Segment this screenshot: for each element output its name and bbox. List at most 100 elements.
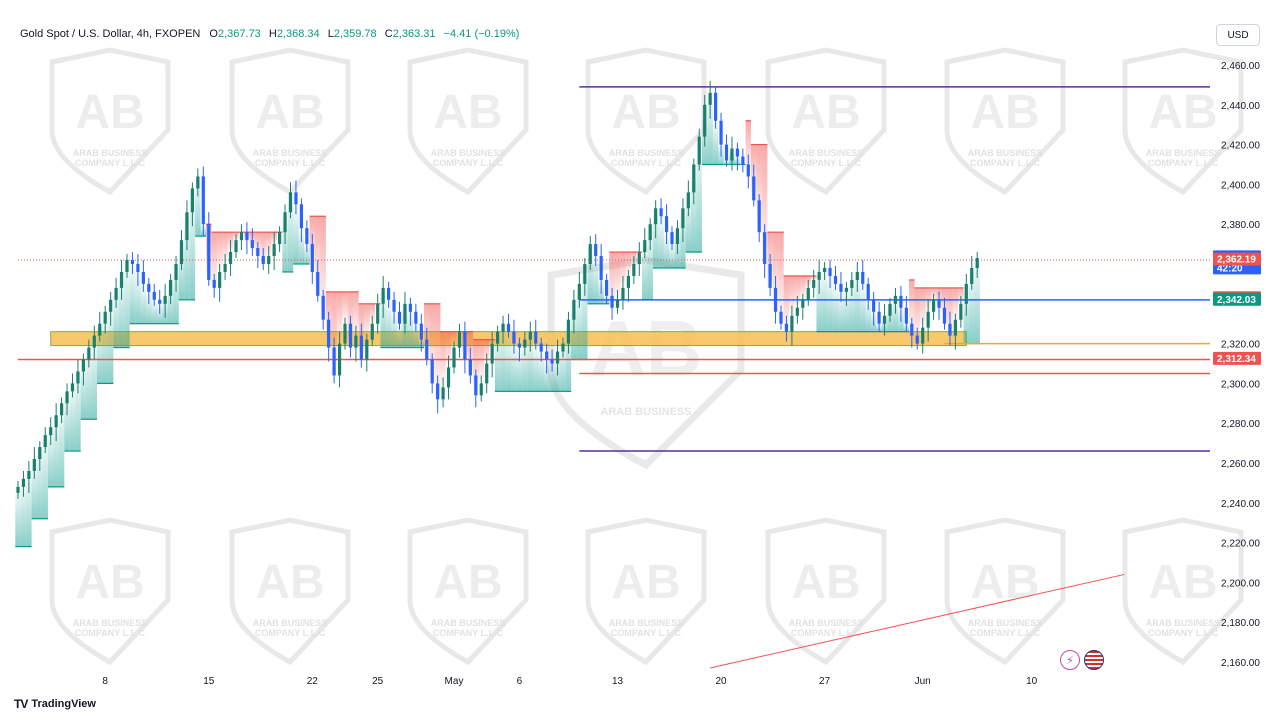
candle [915, 327, 919, 350]
candle-body [882, 315, 887, 324]
candle-body [648, 224, 652, 241]
candle-body [185, 212, 189, 241]
candle [850, 271, 854, 296]
candle [354, 325, 358, 362]
candle [659, 198, 663, 225]
candle [288, 182, 293, 219]
candle-body [512, 331, 516, 344]
watermark-monogram: AB [75, 86, 144, 139]
candle [457, 323, 462, 358]
trailing-stop-fill [473, 339, 479, 396]
currency-selector[interactable]: USD [1216, 24, 1260, 46]
tradingview-brand[interactable]: TV TradingView [14, 697, 96, 711]
candle [964, 273, 968, 316]
candle-body [49, 427, 53, 436]
candle [65, 383, 69, 416]
watermark-subname: COMPANY L.L.C [75, 628, 146, 638]
trailing-stop-fill [91, 335, 98, 420]
candle-body [861, 271, 865, 284]
candle [109, 291, 113, 326]
trailing-stop-fill [511, 343, 517, 392]
candle [43, 427, 47, 454]
candle [714, 86, 718, 129]
trailing-stop-fill [102, 311, 108, 384]
trailing-stop-fill [969, 267, 975, 344]
candle-body [605, 279, 609, 296]
trailing-stop-fill [434, 303, 441, 400]
candle [179, 230, 184, 270]
trailing-stop-fill [353, 291, 359, 336]
x-tick-label: Jun [915, 676, 931, 687]
trailing-stop-fill [494, 331, 501, 392]
candle-body [158, 299, 162, 304]
trailing-stop-fill [342, 291, 348, 324]
candle-body [201, 176, 205, 225]
candle [664, 204, 669, 245]
candle [147, 277, 151, 304]
trailing-stop-fill [849, 279, 855, 332]
candle [784, 315, 789, 342]
trailing-stop-fill [625, 252, 632, 276]
watermark-shield [49, 517, 171, 666]
candle-body [267, 256, 271, 264]
y-tick-label: 2,160.00 [1221, 658, 1260, 669]
candle [768, 254, 772, 296]
trailing-stop-fill [478, 339, 484, 384]
candle [872, 291, 876, 326]
trailing-stop-fill [135, 271, 141, 324]
trailing-stop-fill [745, 120, 752, 177]
candle-body [305, 228, 309, 245]
trailing-stop-fill [184, 212, 190, 300]
y-tick-label: 2,420.00 [1221, 141, 1260, 152]
watermark-name: ARAB BUSINESS [253, 148, 328, 158]
trailing-stop-fill [543, 359, 550, 392]
candle [539, 337, 543, 362]
candle [670, 226, 674, 251]
trailing-stop-fill [151, 299, 157, 324]
watermark-monogram: AB [791, 86, 860, 139]
candle-body [283, 212, 287, 233]
candle [517, 337, 521, 362]
trailing-stop-fill [385, 299, 392, 348]
candle [310, 234, 314, 284]
candle [163, 283, 167, 318]
trailing-stop-fill [691, 164, 697, 253]
candle [893, 287, 898, 314]
candle-body [348, 323, 353, 348]
candle [605, 273, 609, 304]
watermark-name: ARAB BUSINESS [789, 148, 864, 158]
us-flag-icon[interactable] [1084, 650, 1104, 670]
candle-body [506, 323, 511, 332]
low-label: L [327, 28, 334, 40]
candle-body [779, 311, 783, 324]
candle-body [899, 295, 903, 308]
candle-body [866, 283, 870, 300]
candle-body [626, 275, 630, 288]
trailing-stop-fill [391, 311, 397, 348]
lightning-icon[interactable]: ⚡ [1060, 650, 1080, 670]
candle-body [376, 303, 380, 324]
trailing-stop-fill [761, 144, 768, 264]
candle-body [441, 387, 445, 400]
candle-body [719, 120, 723, 145]
candle [414, 303, 418, 332]
candle-body [288, 192, 293, 213]
trailing-stop-fill [413, 323, 419, 348]
candle-body [539, 343, 543, 352]
candle-body [81, 359, 85, 372]
candle-body [403, 303, 407, 324]
trailing-stop-fill [756, 144, 762, 233]
candle-body [501, 323, 505, 332]
x-tick-label: 8 [102, 676, 108, 687]
candle [185, 200, 189, 251]
candle [299, 198, 303, 243]
candle-body [888, 303, 892, 316]
candle [294, 180, 298, 215]
candle-body [964, 283, 968, 304]
candle-body [65, 391, 69, 404]
candle [38, 441, 42, 471]
